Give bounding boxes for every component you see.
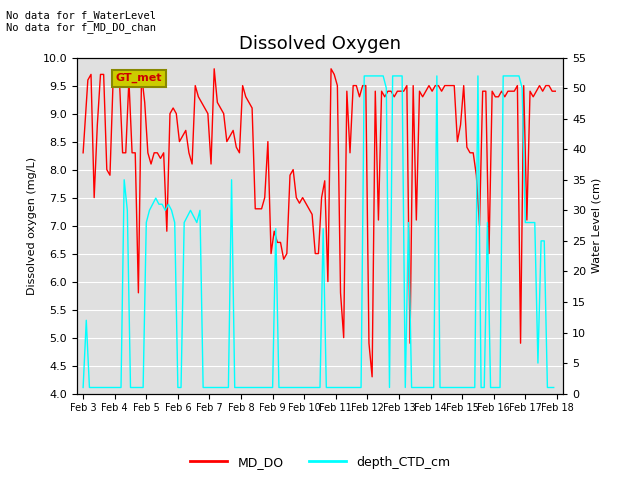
depth_CTD_cm [471,384,479,390]
Legend: MD_DO, depth_CTD_cm: MD_DO, depth_CTD_cm [185,451,455,474]
MD_DO [476,223,483,228]
depth_CTD_cm [408,384,415,390]
MD_DO [368,374,376,380]
MD_DO [330,72,338,77]
Text: No data for f_WaterLevel
No data for f_MD_DO_chan: No data for f_WaterLevel No data for f_M… [6,10,156,33]
depth_CTD_cm [360,73,368,79]
Y-axis label: Dissolved oxygen (mg/L): Dissolved oxygen (mg/L) [27,156,37,295]
MD_DO [239,83,246,88]
Line: MD_DO: MD_DO [83,69,556,377]
depth_CTD_cm [326,384,333,390]
MD_DO [211,66,218,72]
MD_DO [552,88,559,94]
Text: GT_met: GT_met [116,73,162,84]
MD_DO [270,228,278,234]
depth_CTD_cm [79,384,87,390]
MD_DO [349,83,357,88]
depth_CTD_cm [550,384,557,390]
depth_CTD_cm [266,384,273,390]
MD_DO [79,150,87,156]
depth_CTD_cm [234,384,242,390]
MD_DO [413,217,420,223]
Title: Dissolved Oxygen: Dissolved Oxygen [239,35,401,53]
Line: depth_CTD_cm: depth_CTD_cm [83,76,554,387]
Y-axis label: Water Level (cm): Water Level (cm) [592,178,602,273]
depth_CTD_cm [344,384,352,390]
